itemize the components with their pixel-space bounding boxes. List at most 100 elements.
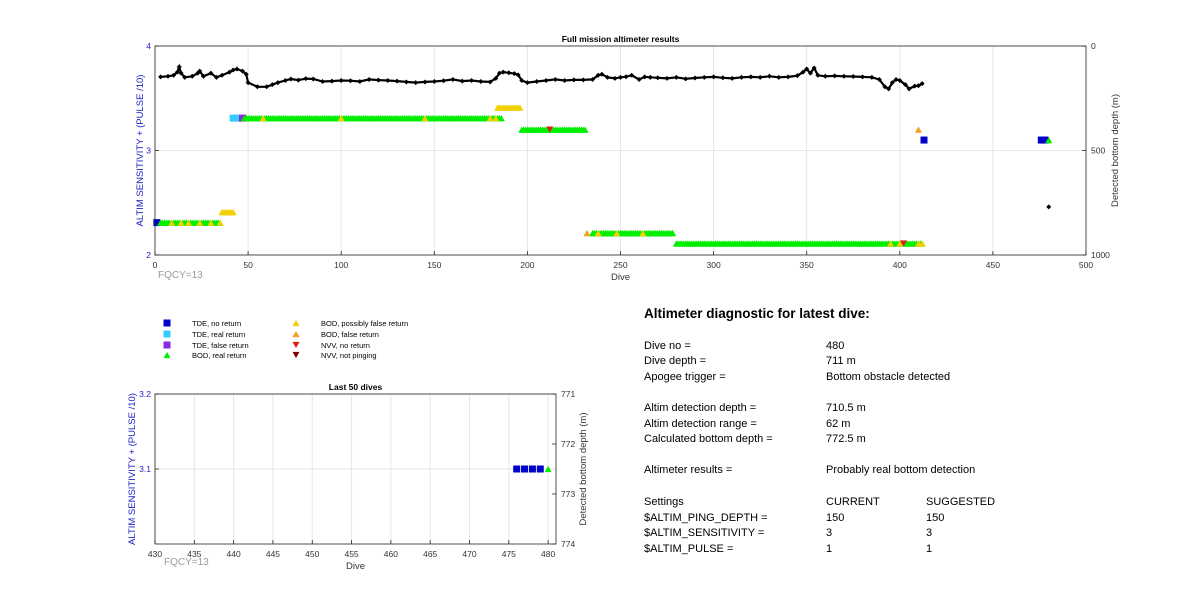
data-point — [337, 114, 345, 122]
legend-marker — [163, 330, 171, 338]
bottom-depth-point — [748, 74, 754, 80]
bottom-depth-point — [766, 73, 772, 79]
bottom-depth-point — [450, 76, 456, 82]
y-right-tick-label: 774 — [561, 539, 575, 549]
bottom-depth-point — [338, 77, 344, 83]
data-point — [914, 126, 922, 133]
x-tick-label: 450 — [986, 260, 1000, 270]
data-point — [918, 240, 926, 247]
bottom-depth-point — [571, 77, 577, 83]
bottom-depth-point — [403, 79, 409, 85]
legend-item: TDE, no return — [160, 318, 241, 328]
bottom-depth-point — [171, 72, 177, 78]
data-point — [669, 229, 677, 237]
legend-marker — [292, 351, 300, 359]
bottom-depth-point — [200, 73, 206, 79]
settings-label: Settings — [644, 496, 684, 508]
bottom-depth-point — [701, 74, 707, 80]
bottom-depth-point — [811, 65, 817, 71]
y-tick-label: 3.1 — [139, 464, 151, 474]
plot-marks — [153, 63, 1053, 247]
bottom-depth-point — [264, 84, 270, 90]
legend-swatch-icon — [292, 351, 300, 359]
x-tick-label: 460 — [384, 549, 398, 559]
bottom-depth-point — [729, 75, 735, 81]
settings-suggested: 150 — [926, 512, 945, 524]
data-point — [177, 219, 185, 226]
x-tick-label: 0 — [153, 260, 158, 270]
bottom-depth-point — [902, 82, 908, 88]
bottom-depth-point — [739, 74, 745, 80]
data-point — [486, 114, 494, 122]
bottom-depth-point — [552, 76, 558, 82]
bottom-depth-point — [295, 77, 301, 83]
legend-marker — [292, 330, 300, 338]
y-right-tick-label: 1000 — [1091, 250, 1110, 260]
data-point — [196, 219, 204, 226]
bottom-depth-point — [431, 79, 437, 85]
bottom-depth-point — [776, 74, 782, 80]
x-tick-label: 400 — [893, 260, 907, 270]
x-tick-label: 430 — [148, 549, 162, 559]
x-axis-label: Dive — [611, 272, 630, 283]
bottom-depth-point — [534, 79, 540, 85]
legend-item: BOD, real return — [160, 350, 247, 360]
bottom-depth-point — [506, 70, 512, 76]
bottom-depth-point — [234, 66, 240, 72]
legend-swatch-icon — [292, 319, 300, 327]
bottom-depth-point — [629, 72, 635, 78]
bottom-depth-point — [213, 74, 219, 80]
diag-label: Altim detection depth = — [644, 402, 757, 414]
data-point — [544, 465, 552, 473]
bottom-depth-point — [519, 77, 525, 83]
data-point — [153, 219, 161, 227]
diag-value: Probably real bottom detection — [826, 464, 976, 476]
bottom-depth-point — [794, 73, 800, 79]
bottom-depth-point — [496, 70, 502, 76]
legend-label: TDE, false return — [192, 340, 249, 350]
bottom-depth-point — [850, 74, 856, 80]
data-point — [259, 114, 267, 122]
bottom-depth-point — [720, 75, 726, 81]
bottom-depth-point — [320, 79, 326, 85]
bottom-depth-point — [158, 74, 164, 80]
bottom-depth-point — [348, 78, 354, 84]
x-tick-label: 470 — [462, 549, 476, 559]
legend-marker — [292, 341, 300, 349]
y-right-tick-label: 772 — [561, 439, 575, 449]
bottom-depth-point — [303, 76, 309, 82]
data-point — [546, 126, 554, 133]
x-tick-label: 250 — [613, 260, 627, 270]
bottom-depth-point — [886, 86, 892, 92]
settings-suggested: 1 — [926, 543, 933, 555]
legend-swatch-icon — [163, 341, 171, 349]
bottom-depth-point — [655, 75, 661, 81]
legend-item: NVV, no return — [289, 340, 370, 350]
bottom-depth-point — [882, 84, 888, 90]
x-tick-label: 500 — [1079, 260, 1093, 270]
bottom-depth-point — [604, 74, 610, 80]
bottom-depth-point — [478, 79, 484, 85]
legend-label: TDE, real return — [192, 329, 246, 339]
legend-swatch-icon — [163, 319, 171, 327]
fqcy-label-small: FQCY=13 — [164, 557, 209, 568]
x-tick-label: 480 — [541, 549, 555, 559]
data-point — [886, 240, 894, 247]
bottom-depth-point — [243, 71, 249, 77]
data-point — [613, 229, 621, 237]
x-tick-label: 450 — [305, 549, 319, 559]
legend-label: NVV, not pinging — [321, 350, 377, 360]
bottom-depth-point — [906, 86, 912, 92]
data-point — [528, 465, 536, 473]
diag-label: Calculated bottom depth = — [644, 433, 773, 445]
bottom-depth-point — [422, 79, 428, 85]
data-point — [513, 465, 521, 473]
y-right-tick-label: 0 — [1091, 41, 1096, 51]
settings-current: 1 — [826, 543, 833, 555]
data-point — [1045, 136, 1053, 144]
bottom-depth-point — [375, 77, 381, 83]
plot-area — [155, 394, 556, 544]
diag-value: 710.5 m — [826, 402, 866, 414]
x-tick-label: 300 — [707, 260, 721, 270]
legend-swatch-icon — [292, 341, 300, 349]
